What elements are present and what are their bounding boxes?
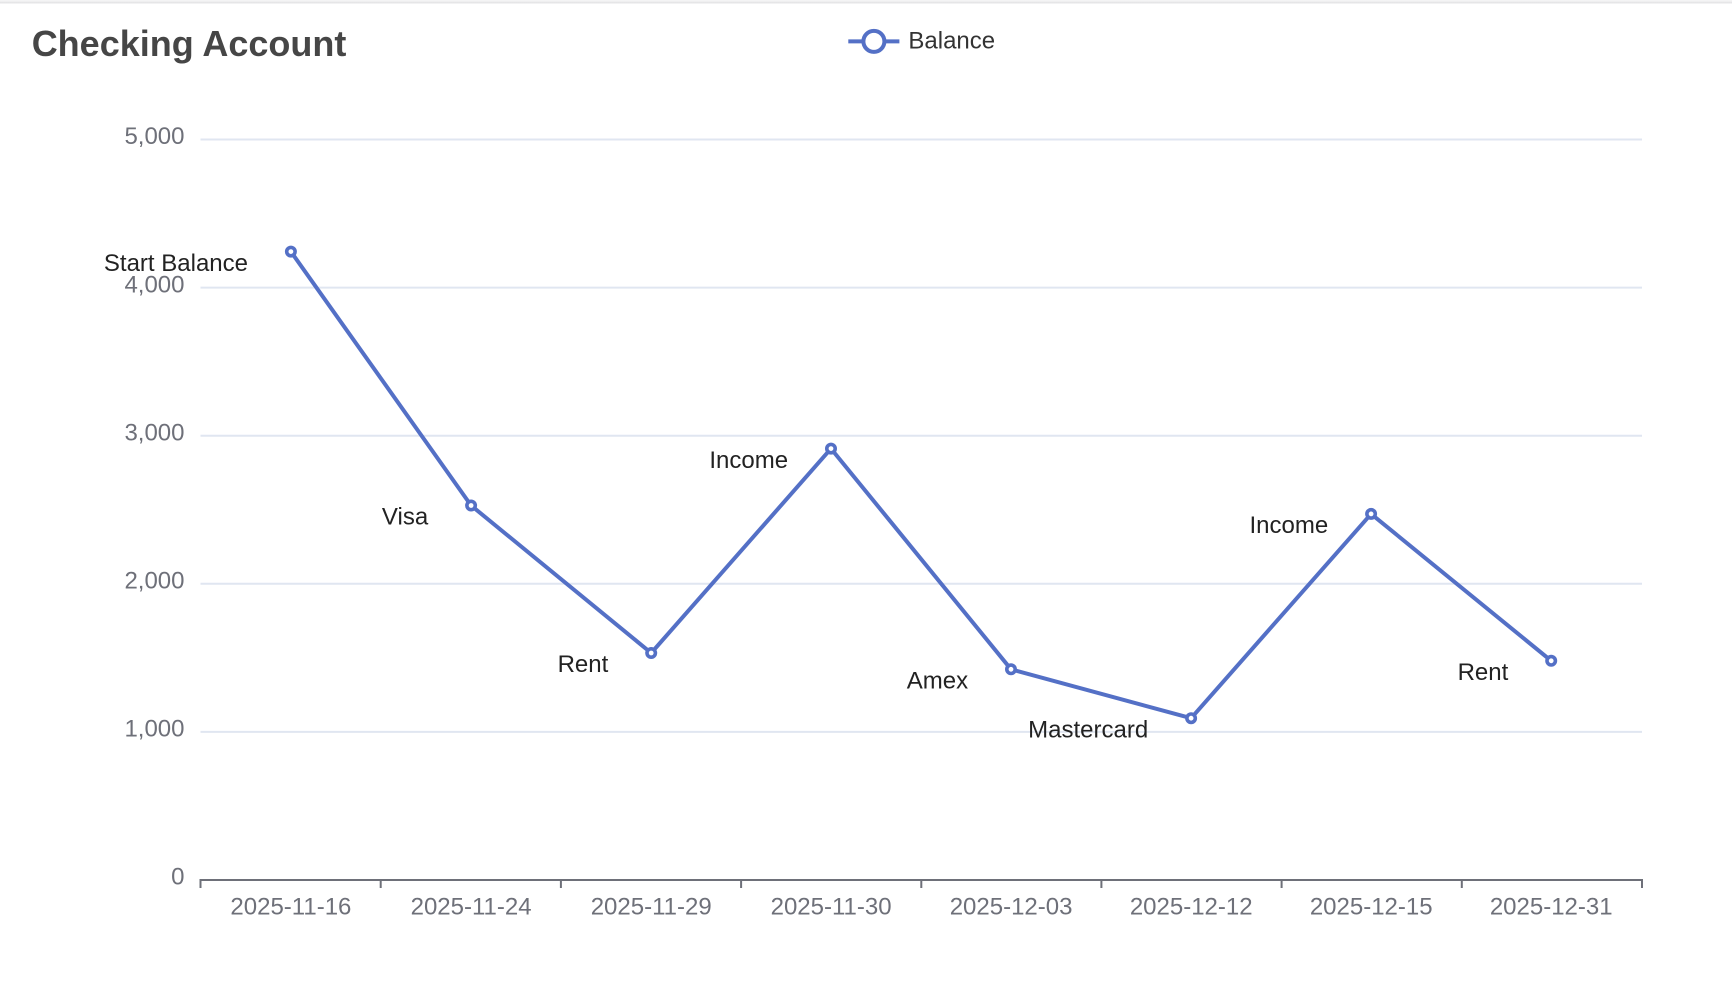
svg-text:4,000: 4,000	[124, 271, 184, 298]
svg-text:2,000: 2,000	[124, 568, 184, 595]
svg-text:2025-11-30: 2025-11-30	[771, 894, 892, 921]
svg-text:2025-12-15: 2025-12-15	[1310, 894, 1433, 921]
svg-text:Mastercard: Mastercard	[1028, 716, 1148, 743]
svg-text:Amex: Amex	[907, 668, 968, 695]
svg-text:Visa: Visa	[382, 504, 429, 531]
svg-text:Start Balance: Start Balance	[104, 250, 248, 277]
svg-text:0: 0	[171, 864, 184, 891]
svg-text:Income: Income	[1249, 512, 1328, 539]
svg-text:1,000: 1,000	[124, 716, 184, 743]
svg-text:2025-11-29: 2025-11-29	[591, 894, 712, 921]
svg-text:2025-11-24: 2025-11-24	[411, 894, 532, 921]
svg-text:Rent: Rent	[558, 651, 609, 678]
svg-text:5,000: 5,000	[124, 123, 184, 150]
svg-text:2025-12-03: 2025-12-03	[950, 894, 1073, 921]
svg-text:Income: Income	[709, 447, 788, 474]
svg-text:Checking Account: Checking Account	[32, 23, 347, 64]
svg-text:3,000: 3,000	[124, 419, 184, 446]
svg-text:2025-11-16: 2025-11-16	[230, 894, 351, 921]
svg-text:Balance: Balance	[908, 28, 995, 55]
svg-text:2025-12-12: 2025-12-12	[1130, 894, 1253, 921]
svg-text:Rent: Rent	[1458, 659, 1509, 686]
svg-text:2025-12-31: 2025-12-31	[1490, 894, 1613, 921]
